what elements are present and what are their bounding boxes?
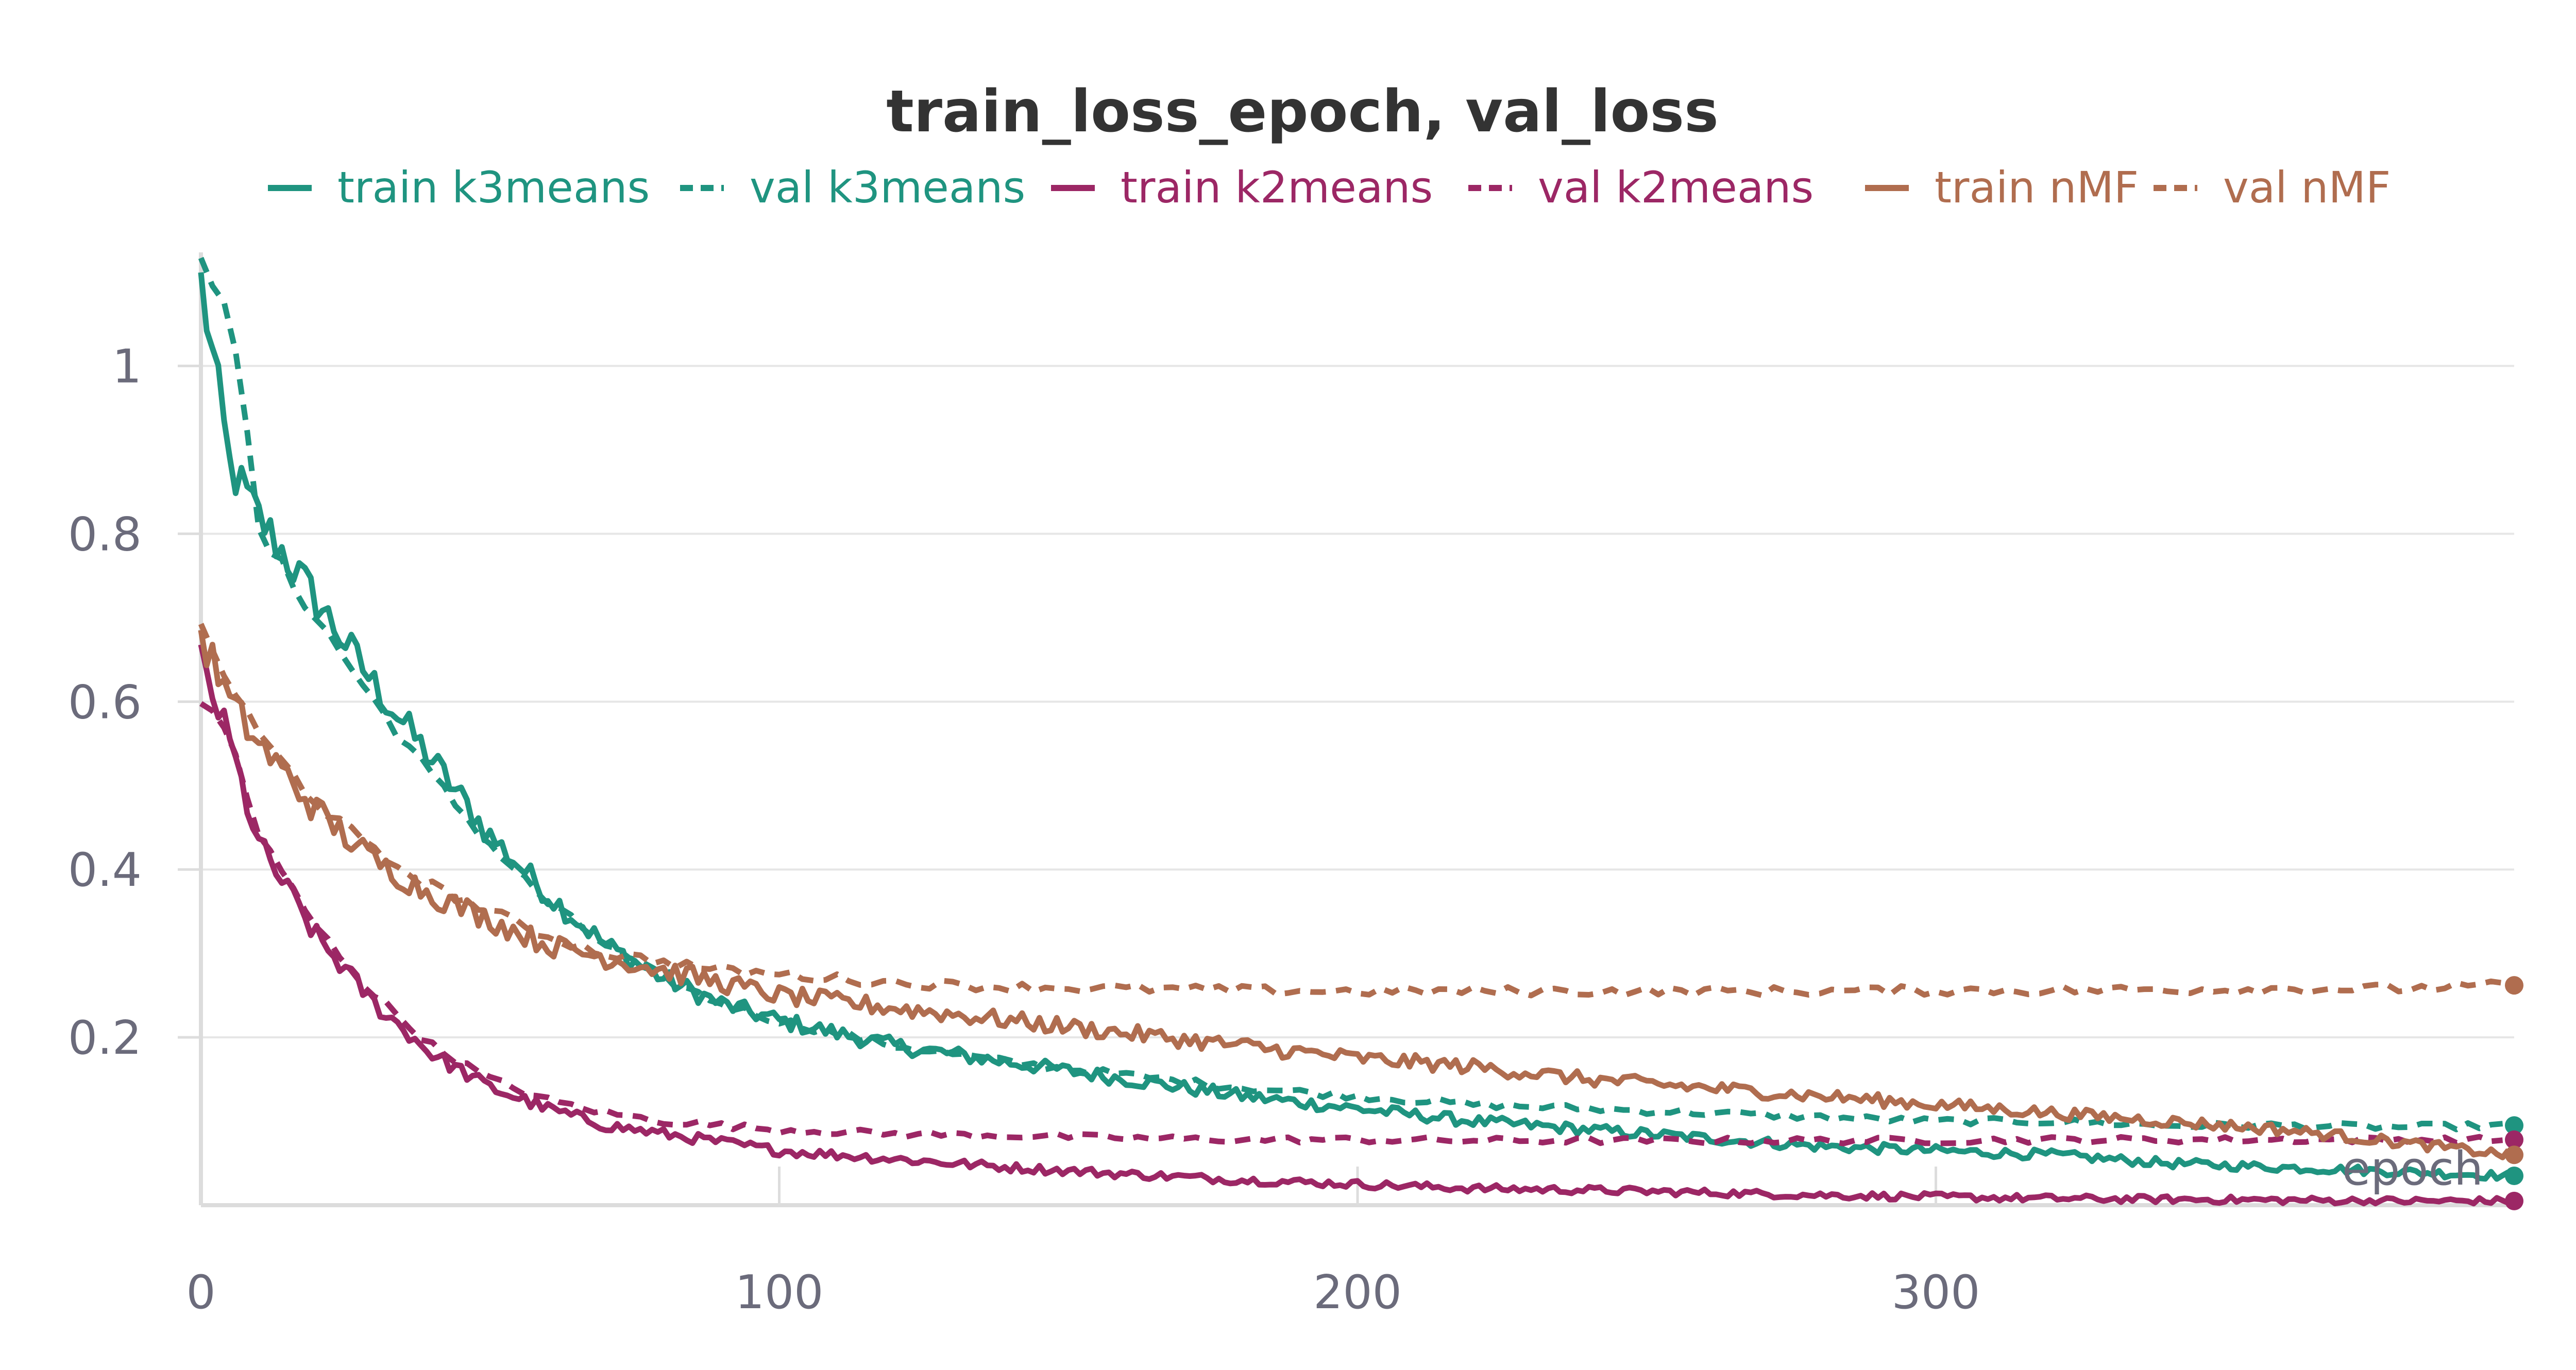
grid-lines: 0.2 0.4 0.6 0.8 1 (68, 340, 2514, 1065)
y-tick-label: 0.6 (68, 675, 142, 729)
legend-label: train k2means (1121, 162, 1433, 213)
y-tick-label: 0.8 (68, 507, 142, 561)
x-tick-label: 100 (735, 1265, 824, 1320)
series-endpoint (2505, 1191, 2523, 1210)
legend-label: val k2means (1538, 162, 1814, 213)
y-tick-label: 1 (112, 340, 142, 394)
series-endpoint (2505, 1130, 2523, 1149)
series-line-val-k3means (198, 256, 2503, 1133)
series-endpoint (2505, 1116, 2523, 1135)
legend-label: train k3means (337, 162, 650, 213)
legend: train k3means val k3means train k2means val… (268, 162, 2391, 213)
series-line-train-nMF (198, 629, 2511, 1160)
x-tick-label: 300 (1892, 1265, 1980, 1320)
series-lines (198, 256, 2511, 1207)
series-endpoint (2505, 1145, 2523, 1164)
series-line-val-nMF (198, 623, 2503, 999)
x-tick-label: 200 (1313, 1265, 1402, 1320)
x-tick-label: 0 (186, 1265, 215, 1320)
series-endpoint (2505, 976, 2523, 995)
y-tick-label: 0.2 (68, 1011, 142, 1065)
legend-label: val nMF (2223, 162, 2391, 213)
series-line-train-k3means (198, 272, 2510, 1182)
series-endpoint (2505, 1166, 2523, 1185)
series-line-val-k2means (199, 701, 2503, 1146)
legend-label: val k3means (750, 162, 1025, 213)
x-axis-label: epoch (2342, 1142, 2483, 1196)
chart-title: train_loss_epoch, val_loss (886, 78, 1719, 145)
series-endpoints (2505, 976, 2523, 1210)
legend-label: train nMF (1935, 162, 2139, 213)
y-tick-label: 0.4 (68, 843, 142, 897)
series-line-train-k2means (198, 644, 2510, 1207)
axes: 0 100 200 300 (186, 252, 2514, 1320)
